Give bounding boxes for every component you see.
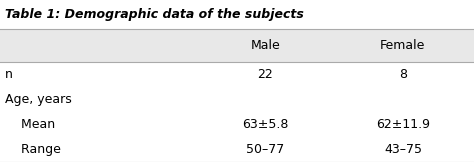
Text: Table 1: Demographic data of the subjects: Table 1: Demographic data of the subject…: [5, 8, 304, 21]
Text: Female: Female: [380, 39, 426, 52]
Text: 22: 22: [257, 68, 273, 81]
FancyBboxPatch shape: [0, 29, 474, 62]
Text: 8: 8: [399, 68, 407, 81]
Text: Age, years: Age, years: [5, 93, 72, 106]
Text: 62±11.9: 62±11.9: [376, 118, 430, 131]
Text: 63±5.8: 63±5.8: [242, 118, 289, 131]
Text: 50–77: 50–77: [246, 143, 284, 156]
Text: Mean: Mean: [5, 118, 55, 131]
FancyBboxPatch shape: [0, 137, 474, 162]
Text: n: n: [5, 68, 13, 81]
FancyBboxPatch shape: [0, 87, 474, 112]
Text: 43–75: 43–75: [384, 143, 422, 156]
Text: Male: Male: [251, 39, 280, 52]
Text: Range: Range: [5, 143, 61, 156]
FancyBboxPatch shape: [0, 0, 474, 29]
FancyBboxPatch shape: [0, 62, 474, 87]
FancyBboxPatch shape: [0, 112, 474, 137]
